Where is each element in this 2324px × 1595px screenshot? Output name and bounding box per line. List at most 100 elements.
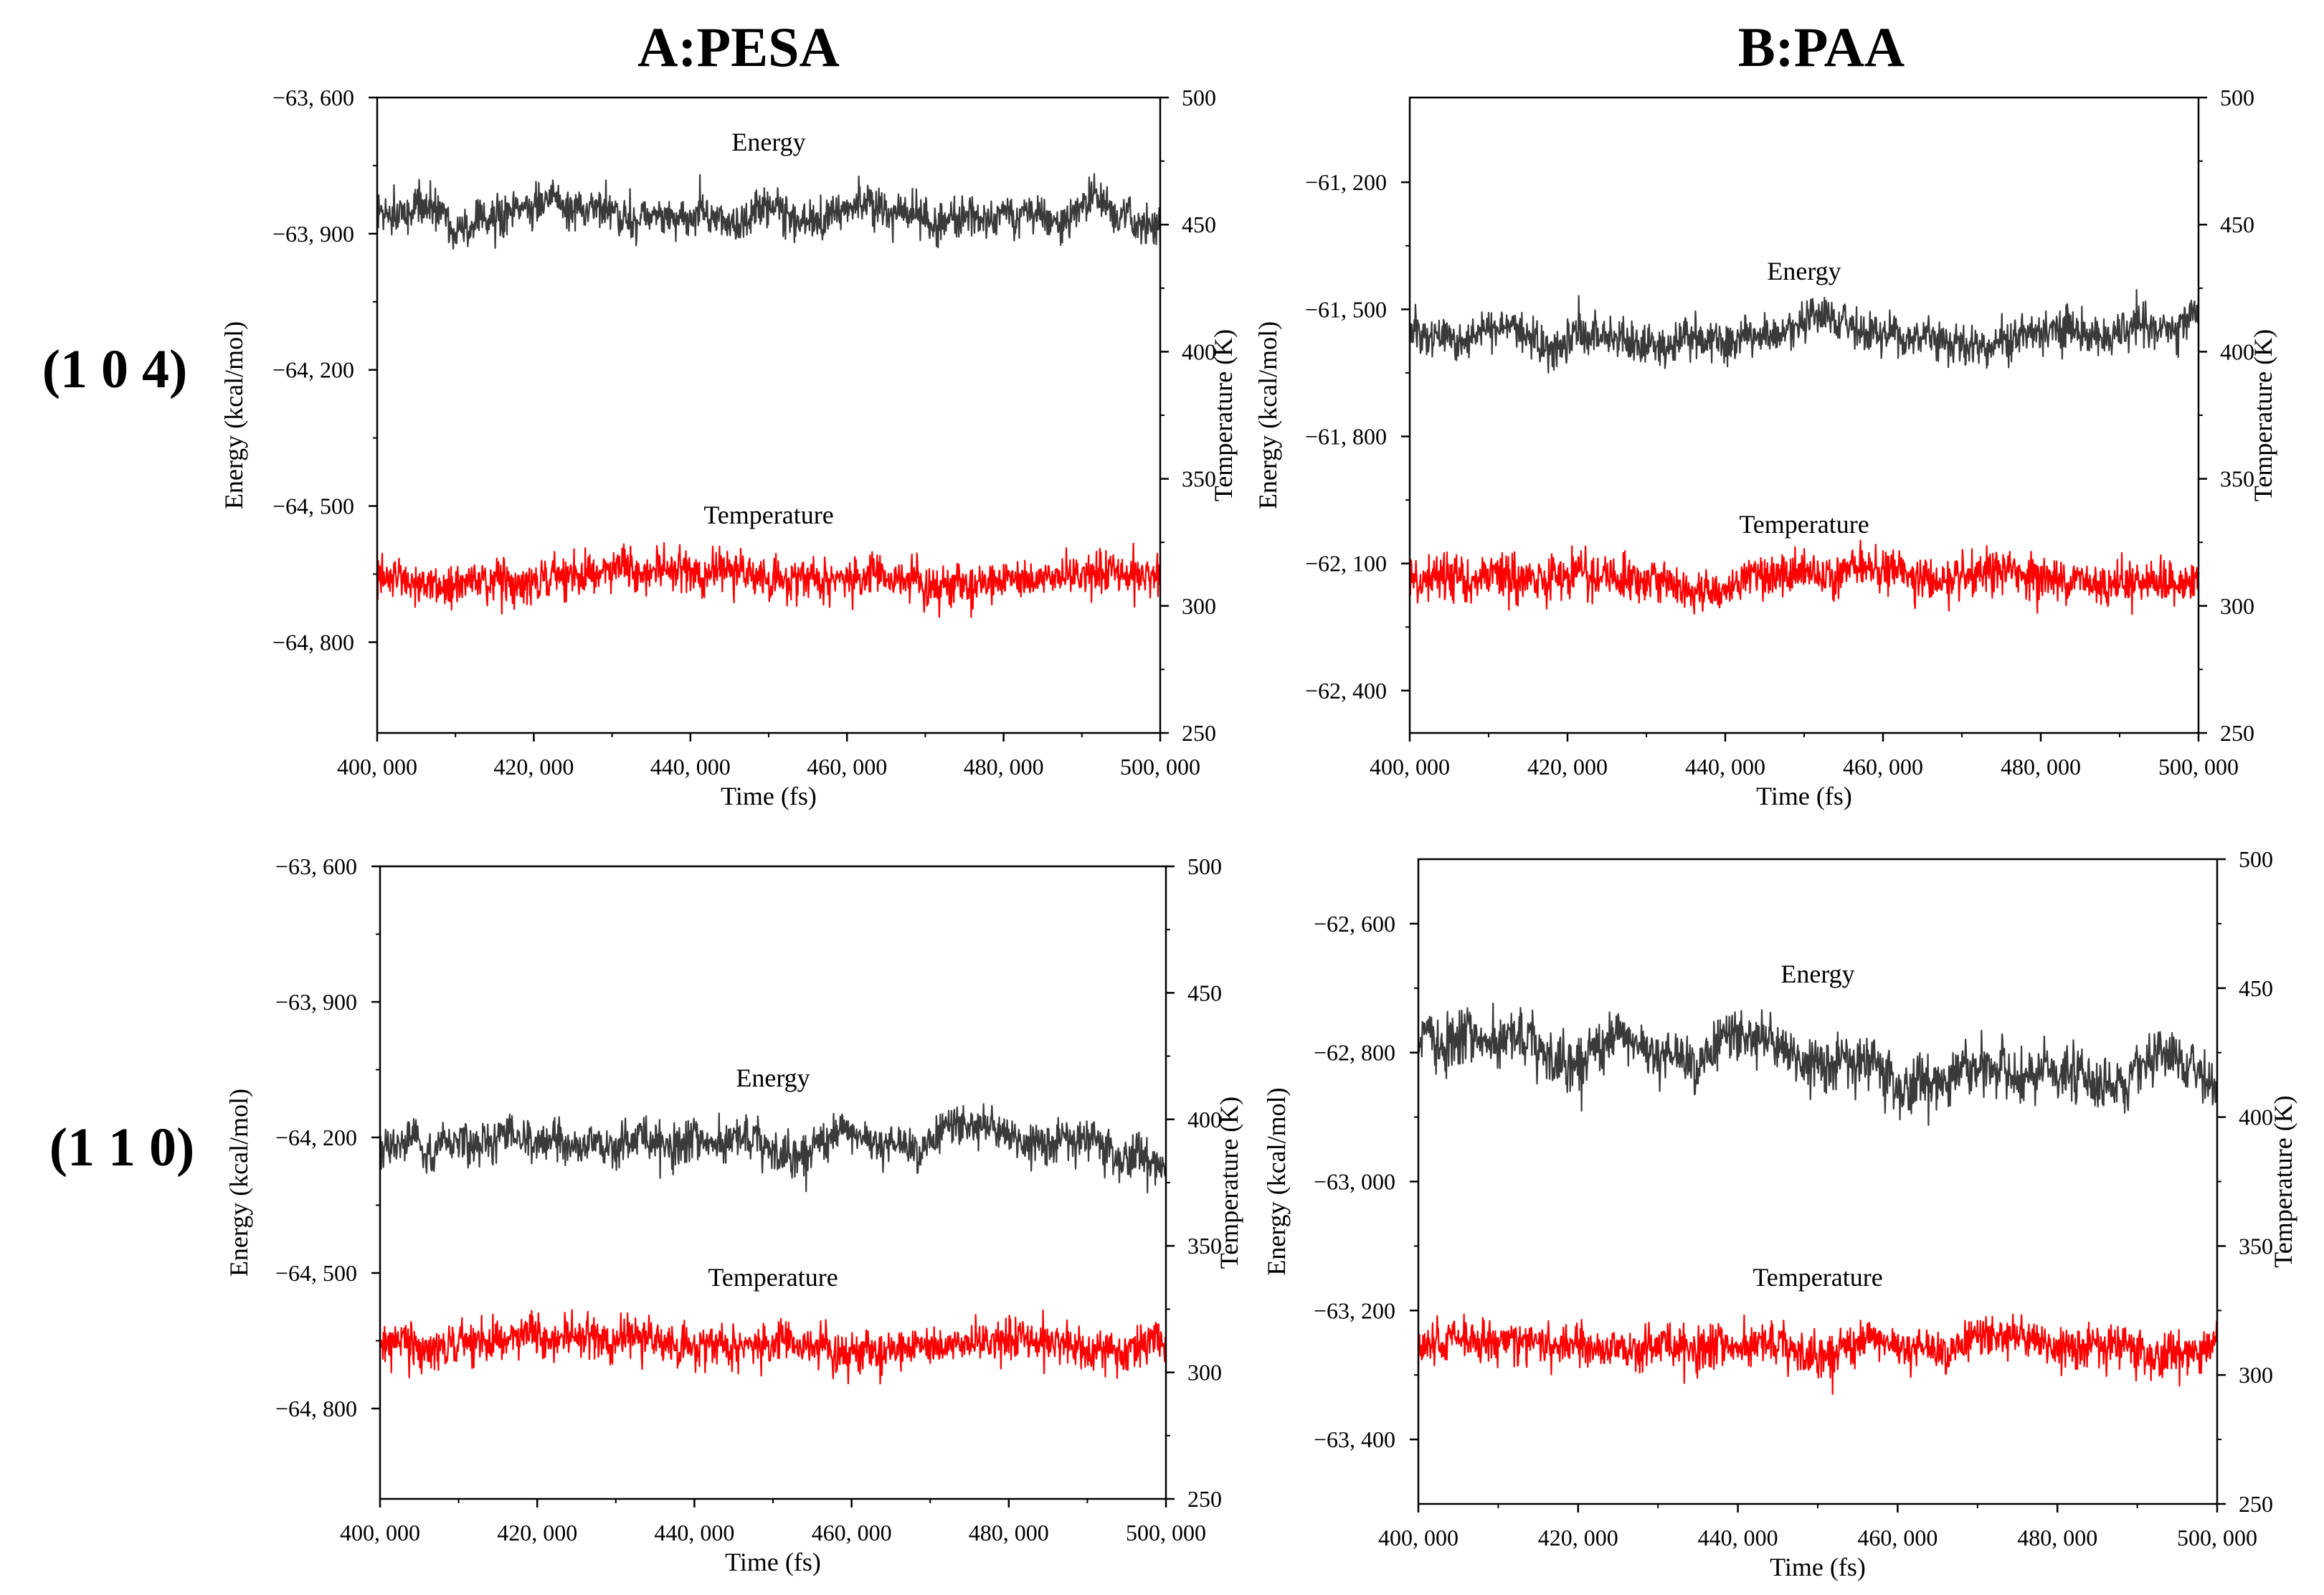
chart-panel-1: 400, 000 420, 000 440, 000 460, 000 480, 000… (219, 85, 1238, 810)
energy-line (376, 173, 1162, 250)
y-left-tick-label: −64, 200 (272, 357, 354, 383)
row-label-110: (1 1 0) (49, 1117, 195, 1178)
x-tick-label: 440, 000 (654, 1520, 734, 1546)
y-left-tick-label: −62, 800 (1314, 1040, 1395, 1066)
column-title-b: B:PAA (1738, 16, 1905, 78)
x-tick-label: 400, 000 (1378, 1525, 1459, 1551)
y-left-tick-label: −63, 000 (1314, 1169, 1395, 1195)
x-tick-label: 500, 000 (2158, 754, 2239, 780)
energy-line (1408, 288, 2200, 374)
temperature-line (379, 1309, 1167, 1385)
y-right-tick-label: 250 (1187, 1486, 1222, 1512)
y-left-tick-label: −64, 500 (275, 1260, 357, 1286)
y-left-tick-label: −62, 400 (1305, 678, 1387, 704)
y-left-tick-label: −64, 200 (275, 1125, 357, 1150)
y-left-tick-label: −63, 600 (275, 853, 357, 879)
y-right-tick-label: 300 (2220, 593, 2254, 619)
y-right-tick-label: 250 (2239, 1491, 2273, 1517)
x-axis-label: Time (fs) (725, 1548, 821, 1576)
temperature-line (376, 541, 1162, 618)
x-tick-label: 460, 000 (1843, 754, 1923, 780)
y-left-axis-label: Energy (kcal/mol) (224, 1089, 253, 1277)
y-left-tick-label: −63, 400 (1314, 1426, 1395, 1452)
y-right-axis-label: Temperature (K) (2249, 329, 2277, 501)
x-axis-label: Time (fs) (1756, 782, 1852, 810)
temperature-line (1417, 1313, 2219, 1396)
x-tick-label: 420, 000 (497, 1520, 577, 1546)
energy-series-label: Energy (1767, 257, 1841, 285)
y-left-tick-label: −64, 800 (275, 1396, 357, 1421)
x-tick-label: 500, 000 (1120, 754, 1200, 780)
x-tick-label: 500, 000 (1126, 1520, 1206, 1546)
y-right-tick-label: 500 (2239, 846, 2273, 872)
y-right-tick-label: 500 (2220, 85, 2254, 110)
x-axis-label: Time (fs) (1770, 1553, 1866, 1581)
y-left-tick-label: −62, 600 (1314, 911, 1395, 937)
energy-series-label: Energy (1780, 960, 1854, 988)
plot-frame (1408, 96, 2200, 734)
y-right-tick-label: 450 (1182, 212, 1216, 237)
energy-line (1417, 1002, 2219, 1127)
y-right-tick-label: 450 (1187, 980, 1222, 1005)
x-tick-label: 440, 000 (1698, 1525, 1778, 1551)
energy-line (379, 1103, 1167, 1194)
y-right-tick-label: 350 (1187, 1233, 1222, 1259)
y-right-tick-label: 300 (1182, 593, 1216, 619)
y-right-tick-label: 300 (1187, 1360, 1222, 1386)
plot-frame (376, 96, 1162, 734)
y-left-axis-label: Energy (kcal/mol) (219, 321, 248, 509)
x-tick-label: 460, 000 (807, 754, 887, 780)
x-tick-label: 440, 000 (1685, 754, 1765, 780)
y-left-axis-label: Energy (kcal/mol) (1253, 321, 1282, 509)
x-tick-label: 480, 000 (2001, 754, 2081, 780)
y-right-tick-label: 500 (1187, 853, 1222, 879)
x-tick-label: 480, 000 (2017, 1525, 2097, 1551)
y-right-tick-label: 500 (1182, 85, 1216, 110)
chart-panel-2: 400, 000 420, 000 440, 000 460, 000 480, 000… (1253, 85, 2277, 810)
y-right-axis-label: Temperature (K) (1215, 1097, 1243, 1269)
y-left-tick-label: −61, 500 (1305, 296, 1387, 322)
y-right-tick-label: 450 (2220, 212, 2254, 237)
chart-panel-3: 400, 000 420, 000 440, 000 460, 000 480, 000… (224, 853, 1243, 1576)
y-left-tick-label: −62, 100 (1305, 551, 1387, 577)
y-right-tick-label: 350 (2239, 1233, 2273, 1259)
y-right-tick-label: 300 (2239, 1362, 2273, 1388)
x-tick-label: 400, 000 (337, 754, 417, 780)
row-label-104: (1 0 4) (42, 339, 188, 399)
y-left-tick-label: −64, 500 (272, 493, 354, 519)
temperature-series-label: Temperature (1753, 1263, 1882, 1292)
y-left-tick-label: −61, 800 (1305, 424, 1387, 450)
y-right-axis-label: Temperature (K) (1209, 329, 1238, 501)
energy-series-label: Energy (731, 128, 805, 156)
plot-frame (379, 865, 1167, 1500)
y-left-tick-label: −63, 900 (275, 989, 357, 1015)
y-right-tick-label: 400 (1182, 339, 1216, 364)
x-tick-label: 440, 000 (650, 754, 731, 780)
x-tick-label: 400, 000 (340, 1520, 420, 1546)
y-right-axis-label: Temperature (K) (2269, 1095, 2297, 1267)
panels: 400, 000 420, 000 440, 000 460, 000 480, 000… (219, 85, 2297, 1581)
column-title-a: A:PESA (637, 16, 840, 78)
temperature-series-label: Temperature (1739, 510, 1869, 539)
y-left-tick-label: −63, 600 (272, 85, 354, 110)
x-tick-label: 400, 000 (1370, 754, 1450, 780)
y-right-tick-label: 400 (1187, 1107, 1222, 1132)
y-left-tick-label: −63, 200 (1314, 1297, 1395, 1323)
y-left-tick-label: −64, 800 (272, 629, 354, 655)
temperature-series-label: Temperature (703, 501, 833, 529)
x-tick-label: 480, 000 (964, 754, 1044, 780)
y-right-tick-label: 400 (2239, 1104, 2273, 1130)
x-tick-label: 480, 000 (969, 1520, 1049, 1546)
plot-frame (1417, 858, 2219, 1505)
x-tick-label: 420, 000 (493, 754, 574, 780)
y-right-tick-label: 250 (2220, 720, 2254, 746)
x-tick-label: 460, 000 (1857, 1525, 1938, 1551)
y-left-tick-label: −61, 200 (1305, 169, 1387, 195)
x-tick-label: 420, 000 (1527, 754, 1608, 780)
y-left-tick-label: −63, 900 (272, 221, 354, 247)
y-right-tick-label: 400 (2220, 339, 2254, 364)
x-tick-label: 420, 000 (1538, 1525, 1618, 1551)
y-right-tick-label: 350 (1182, 466, 1216, 492)
x-tick-label: 500, 000 (2177, 1525, 2257, 1551)
x-axis-label: Time (fs) (721, 782, 817, 810)
